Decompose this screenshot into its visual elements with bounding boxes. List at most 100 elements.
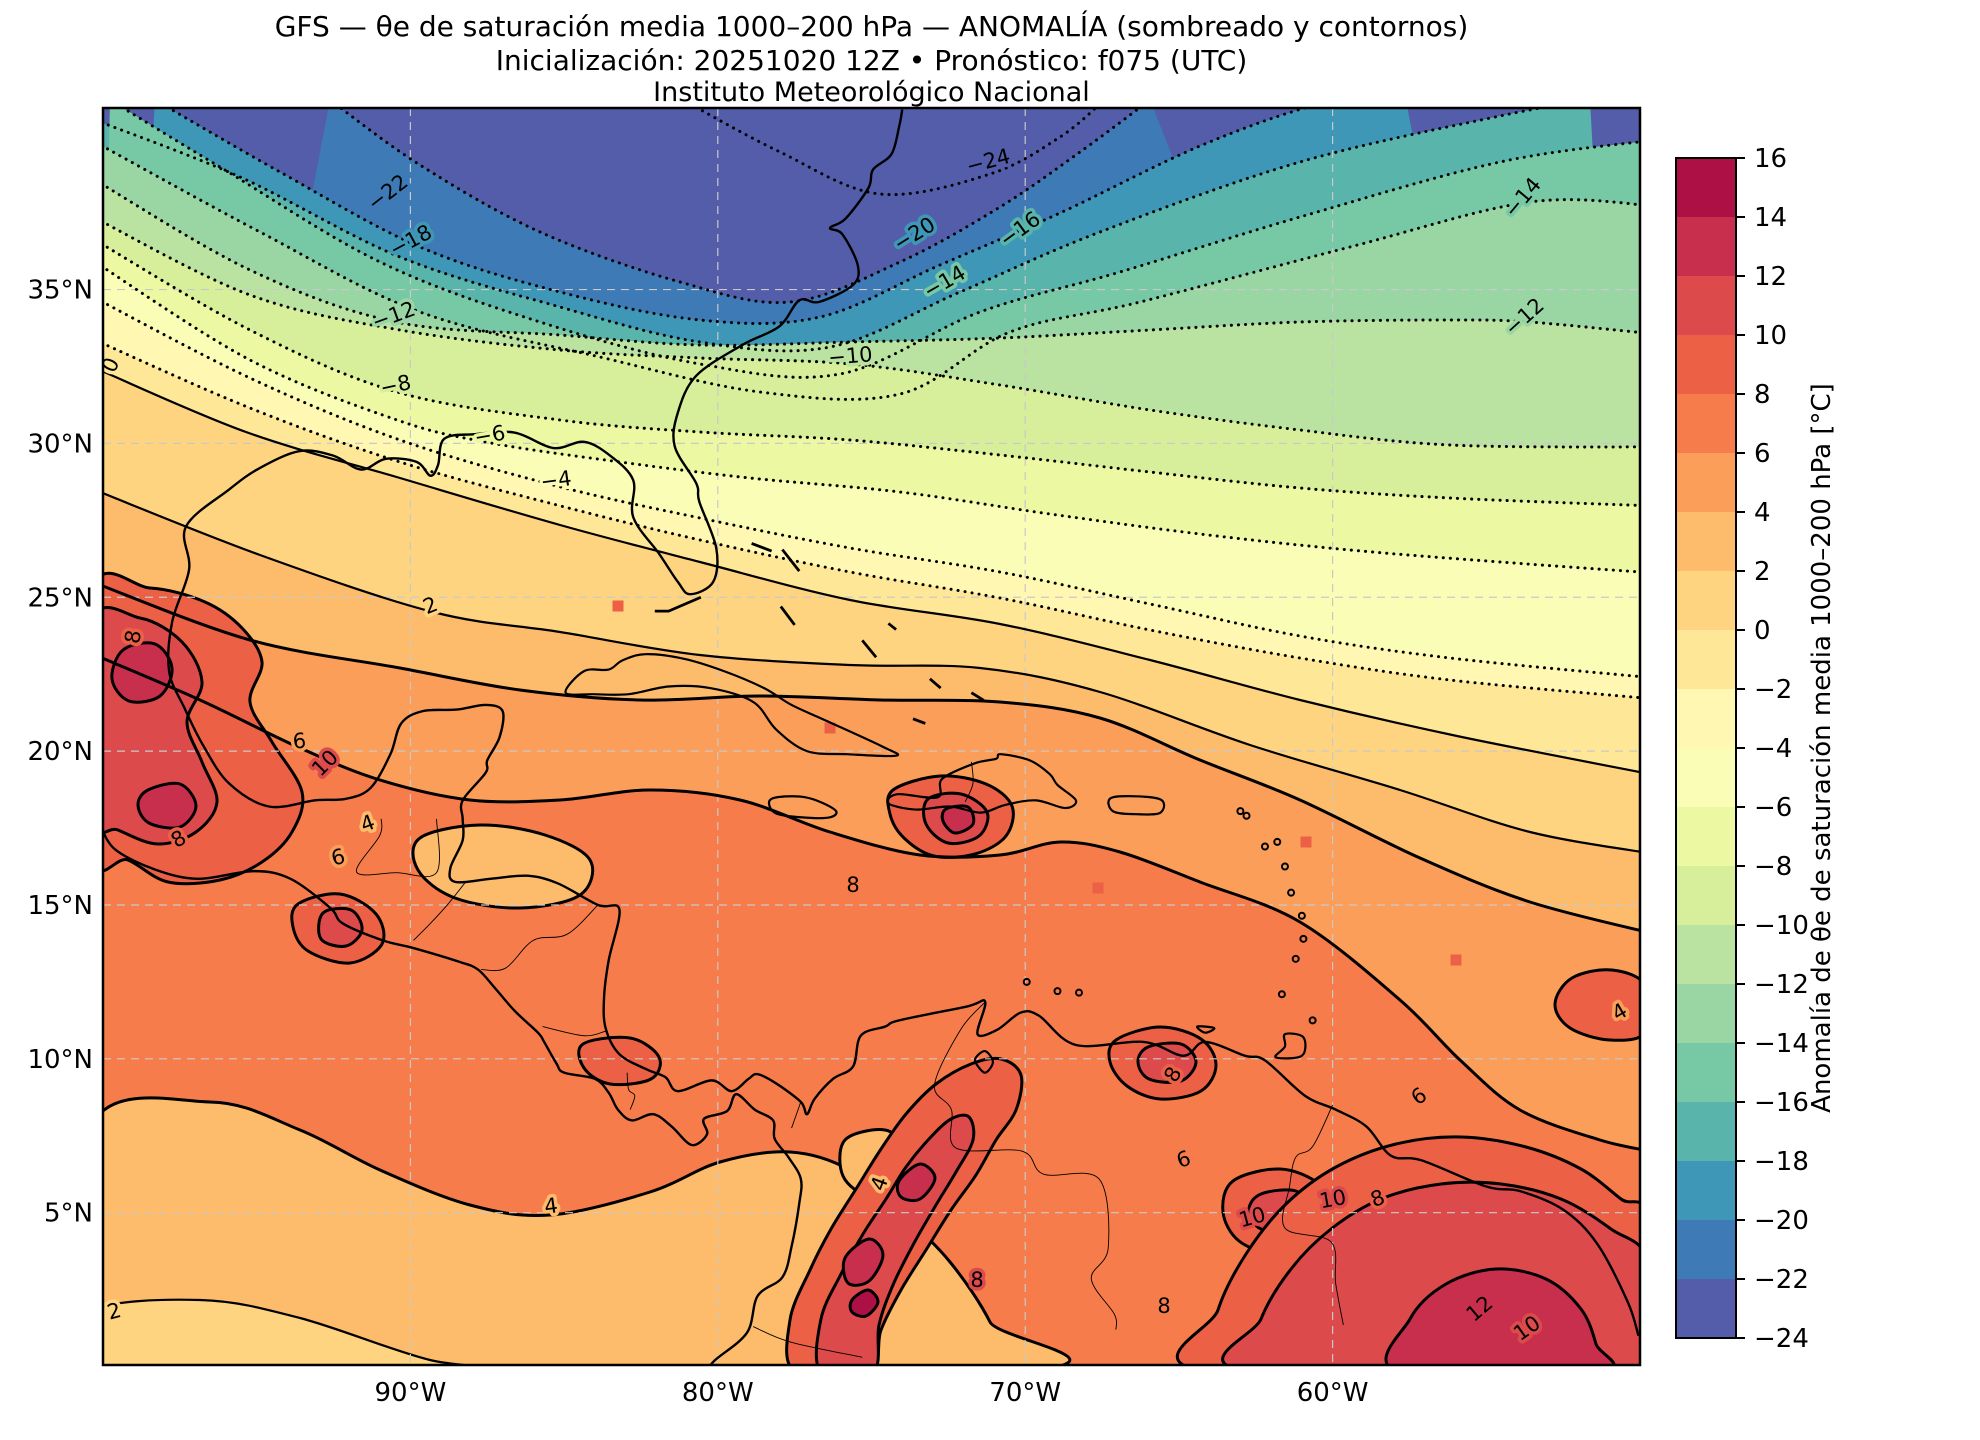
andes-14 bbox=[848, 1288, 880, 1318]
island-coast bbox=[1107, 795, 1166, 816]
small-island bbox=[1277, 990, 1286, 999]
colorbar-tick-label: 6 bbox=[1754, 439, 1771, 469]
country-border bbox=[413, 881, 467, 941]
contour--16 bbox=[120, 108, 1640, 379]
island-chain bbox=[928, 677, 942, 690]
small-island bbox=[1260, 842, 1269, 851]
colorbar-bin--4--2 bbox=[1676, 689, 1736, 749]
island-chain bbox=[751, 542, 773, 553]
island-chain bbox=[654, 595, 702, 613]
axis-labels: 90°W 80°W 70°W 60°W 35°N 30°N 25°N 20°N 15°N 10°N… bbox=[27, 276, 1368, 1408]
island-chain bbox=[779, 605, 796, 626]
island-coast bbox=[1196, 1025, 1216, 1034]
contour--18 bbox=[103, 108, 1550, 353]
colorbar-tick-label: 12 bbox=[1754, 262, 1787, 292]
colorbar-bin--10--8 bbox=[1676, 866, 1736, 926]
small-island bbox=[1022, 977, 1031, 986]
y-tick-label: 15°N bbox=[27, 891, 93, 921]
graticule bbox=[103, 108, 1640, 1365]
x-tick-label: 70°W bbox=[989, 1378, 1061, 1408]
colorbar-bin-0-2 bbox=[1676, 571, 1736, 631]
contour--8 bbox=[103, 242, 1640, 507]
colorbar-tick-label: 8 bbox=[1754, 380, 1771, 410]
contour-label--10: −10 bbox=[827, 342, 873, 370]
colorbar-tick-label: −2 bbox=[1754, 675, 1792, 705]
colorbar-bin-10-12 bbox=[1676, 276, 1736, 336]
figure-institution: Instituto Meteorológico Nacional bbox=[653, 77, 1090, 108]
coastline bbox=[103, 828, 803, 1365]
colorbar-bin--8--6 bbox=[1676, 807, 1736, 867]
figure-title: GFS — θe de saturación media 1000–200 hP… bbox=[274, 10, 1469, 43]
contour--24 bbox=[694, 108, 1098, 197]
mexico-12b bbox=[136, 781, 198, 830]
colorbar-bin--2-0 bbox=[1676, 630, 1736, 690]
south-2-strip bbox=[103, 1298, 476, 1365]
island-chain bbox=[861, 639, 878, 659]
filled-contour-bands bbox=[103, 108, 1640, 1365]
map-frame bbox=[101, 106, 1642, 1367]
colorbar-tick-label: −14 bbox=[1754, 1029, 1809, 1059]
coastlines bbox=[103, 109, 1640, 1365]
colorbar-tick-label: 0 bbox=[1754, 616, 1771, 646]
andes-12a bbox=[841, 1237, 885, 1287]
contour--4 bbox=[103, 300, 1640, 679]
country-border bbox=[481, 904, 599, 972]
colorbar-label: Anomalía de θe de saturación media 1000–… bbox=[1807, 383, 1837, 1113]
colorbar-bin--20--18 bbox=[1676, 1161, 1736, 1221]
colorbar-tick-label: 14 bbox=[1754, 203, 1787, 233]
small-island bbox=[1287, 888, 1296, 897]
contour-label-10: 10 bbox=[1318, 1185, 1348, 1213]
x-tick-label: 90°W bbox=[375, 1378, 447, 1408]
small-island bbox=[1299, 934, 1308, 943]
small-island bbox=[1273, 837, 1282, 846]
y-tick-label: 10°N bbox=[27, 1045, 93, 1075]
colorbar-bin-8-10 bbox=[1676, 335, 1736, 395]
island-coast bbox=[564, 653, 900, 758]
guyana-8 bbox=[1553, 968, 1640, 1042]
colorbar-bin-12-14 bbox=[1676, 217, 1736, 277]
island-coast bbox=[886, 753, 1078, 814]
island-coast bbox=[767, 795, 838, 820]
contour-label-8: 8 bbox=[1157, 1294, 1170, 1318]
colorbar-bin-2-4 bbox=[1676, 512, 1736, 572]
contour-2 bbox=[103, 492, 1640, 853]
y-tick-label: 25°N bbox=[27, 583, 93, 613]
country-border bbox=[1282, 1104, 1344, 1326]
contour-label--4: −4 bbox=[539, 466, 573, 494]
brazil-12 bbox=[1384, 1267, 1616, 1365]
colorbar-bin--18--16 bbox=[1676, 1102, 1736, 1162]
island-coast bbox=[1274, 1032, 1307, 1060]
colorbar-tick-label: −12 bbox=[1754, 970, 1809, 1000]
colorbar-bin-4-6 bbox=[1676, 453, 1736, 513]
contour--20 bbox=[165, 108, 1311, 326]
island-chain bbox=[970, 691, 985, 702]
x-tick-label: 80°W bbox=[682, 1378, 754, 1408]
colorbar-tick-label: −22 bbox=[1754, 1265, 1809, 1295]
country-border bbox=[934, 1001, 1118, 1330]
small-island bbox=[1074, 988, 1083, 997]
y-tick-label: 35°N bbox=[27, 276, 93, 306]
contour--22 bbox=[338, 108, 1142, 305]
colorbar-bin-14-16 bbox=[1676, 158, 1736, 218]
colorbar-tick-label: −18 bbox=[1754, 1147, 1809, 1177]
colorbar-tick-label: 4 bbox=[1754, 498, 1771, 528]
costarica-8 bbox=[577, 1035, 662, 1087]
y-tick-label: 30°N bbox=[27, 429, 93, 459]
small-island bbox=[1242, 811, 1251, 820]
country-border bbox=[964, 761, 974, 803]
colorbar-bin--16--14 bbox=[1676, 1043, 1736, 1103]
country-border bbox=[791, 1101, 802, 1129]
country-border bbox=[752, 1326, 863, 1358]
small-island bbox=[1291, 954, 1300, 963]
y-tick-label: 20°N bbox=[27, 737, 93, 767]
island-chain bbox=[912, 717, 926, 725]
small-island bbox=[1053, 987, 1062, 996]
andes-12b bbox=[895, 1162, 937, 1203]
contour-lines bbox=[103, 108, 1640, 1151]
colorbar-tick-label: −20 bbox=[1754, 1206, 1809, 1236]
contour-label-8: 8 bbox=[846, 873, 859, 897]
small-island bbox=[1308, 1016, 1317, 1025]
colorbar-bin--22--20 bbox=[1676, 1220, 1736, 1280]
